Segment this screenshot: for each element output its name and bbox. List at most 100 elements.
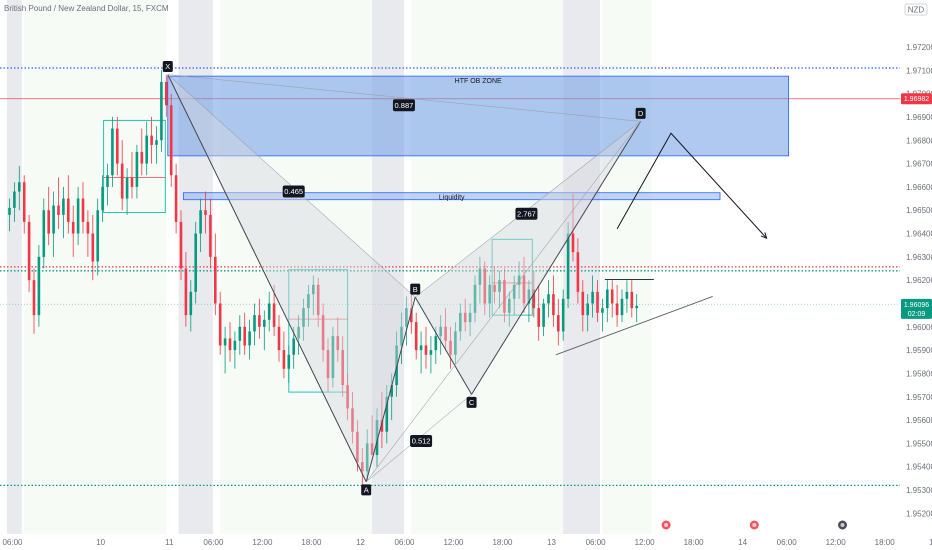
price-tag-countdown: 02:09 <box>908 311 926 318</box>
price-tick-label: 1.96600 <box>906 183 932 192</box>
candle-body <box>312 284 315 295</box>
time-tick-label: 06:00 <box>586 538 607 547</box>
candle-body <box>454 331 457 355</box>
candle-body <box>331 336 335 379</box>
candle-body <box>468 312 472 323</box>
candle-body <box>385 396 389 432</box>
price-tick-label: 1.95700 <box>906 393 932 402</box>
candle-body <box>557 315 560 332</box>
economic-event-icon[interactable] <box>838 520 847 530</box>
candle-body <box>380 420 384 432</box>
candle-body <box>444 326 447 341</box>
pattern-point-label: C <box>469 398 475 407</box>
candle-body <box>243 326 246 346</box>
pattern-ratio-line <box>365 121 641 483</box>
time-tick-label: 18:00 <box>492 538 513 547</box>
currency-label: NZD <box>908 6 925 15</box>
candle-body <box>194 233 197 292</box>
candle-body <box>410 308 413 323</box>
candle-body <box>86 221 90 234</box>
candle-body <box>140 151 144 164</box>
candle-body <box>459 312 462 332</box>
candle-body <box>503 280 506 313</box>
candle-body <box>42 210 46 257</box>
ratio-badge <box>282 185 305 198</box>
currency-badge[interactable]: NZD <box>904 3 928 16</box>
price-tick-label: 1.96500 <box>906 206 932 215</box>
price-tag <box>901 93 932 105</box>
time-tick-label: 18:00 <box>301 538 322 547</box>
candle-body <box>13 191 16 208</box>
candle-body <box>508 298 511 313</box>
candle-body <box>571 233 575 253</box>
candle-body <box>414 322 418 351</box>
pattern-triangle-xab <box>167 74 416 482</box>
candle-body <box>321 315 325 351</box>
candle-body <box>169 105 173 176</box>
candle-body <box>586 303 589 316</box>
time-tick-label: 14 <box>738 538 747 547</box>
pattern-leg <box>365 297 416 482</box>
candle-body <box>184 268 188 316</box>
liquidity-zone <box>183 192 721 201</box>
candle-body <box>351 408 354 432</box>
candle-body <box>214 256 217 304</box>
htf-ob-zone-label: HTF OB ZONE <box>455 78 502 85</box>
time-tick-label: 18:00 <box>875 538 896 547</box>
time-tick-label: 06:00 <box>2 538 23 547</box>
ratio-label: 0.465 <box>284 187 303 196</box>
candle-body <box>473 284 477 313</box>
time-axis: 06:00 10 11 06:00 12:00 18:00 12 06:00 12:00 18:0… <box>0 520 932 550</box>
price-tick-label: 1.97100 <box>906 66 932 75</box>
candle-body <box>522 275 526 304</box>
price-tick-label: 1.96400 <box>906 230 932 239</box>
candle-body <box>635 305 638 309</box>
triangle-support-line <box>555 296 713 356</box>
range-box <box>103 119 166 214</box>
candle-body <box>111 128 114 176</box>
candle-body <box>400 326 403 346</box>
zones: HTF OB ZONE Liquidity <box>167 75 790 202</box>
candle-body <box>581 291 585 316</box>
candle-body <box>336 336 340 351</box>
price-tick-label: 1.96900 <box>906 113 932 122</box>
candle-body <box>610 289 614 304</box>
pattern-point-badge <box>162 60 173 72</box>
candle-body <box>527 289 531 304</box>
pattern-leg <box>167 74 367 483</box>
symbol-title: British Pound / New Zealand Dollar, 15, … <box>4 4 169 13</box>
time-tick-label: 12:00 <box>252 538 273 547</box>
candle-body <box>424 345 428 355</box>
candles <box>8 70 638 486</box>
candle-body <box>22 182 26 222</box>
candle-body <box>561 298 565 332</box>
candle-body <box>463 312 467 323</box>
economic-event-icon[interactable] <box>749 520 759 530</box>
candle-body <box>223 338 227 346</box>
pattern-point-badge <box>361 484 372 496</box>
candle-body <box>625 291 629 299</box>
time-tick-label: 12:00 <box>443 538 464 547</box>
xabcd-pattern: X A B C D 0.887 0.465 0.512 2.767 <box>162 60 646 496</box>
candle-body <box>47 210 50 234</box>
projection-arrowhead <box>760 232 768 240</box>
candle-body <box>165 81 168 106</box>
candle-body <box>449 340 452 355</box>
candle-body <box>8 207 11 215</box>
candle-body <box>346 385 349 409</box>
candle-body <box>552 294 555 316</box>
candle-body <box>302 308 305 327</box>
price-tick-label: 1.95600 <box>906 416 932 425</box>
candle-body <box>512 284 516 299</box>
economic-event-icon[interactable] <box>661 520 671 530</box>
candle-body <box>189 291 193 316</box>
candle-body <box>18 182 21 192</box>
candle-body <box>576 252 580 292</box>
candle-body <box>630 291 634 309</box>
candle-body <box>282 350 286 369</box>
candle-body <box>62 198 65 215</box>
candle-body <box>125 177 129 199</box>
